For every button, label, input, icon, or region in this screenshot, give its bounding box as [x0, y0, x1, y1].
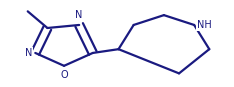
Text: NH: NH — [197, 20, 212, 30]
Text: N: N — [76, 10, 83, 20]
Text: N: N — [25, 48, 32, 58]
Text: O: O — [60, 70, 68, 80]
